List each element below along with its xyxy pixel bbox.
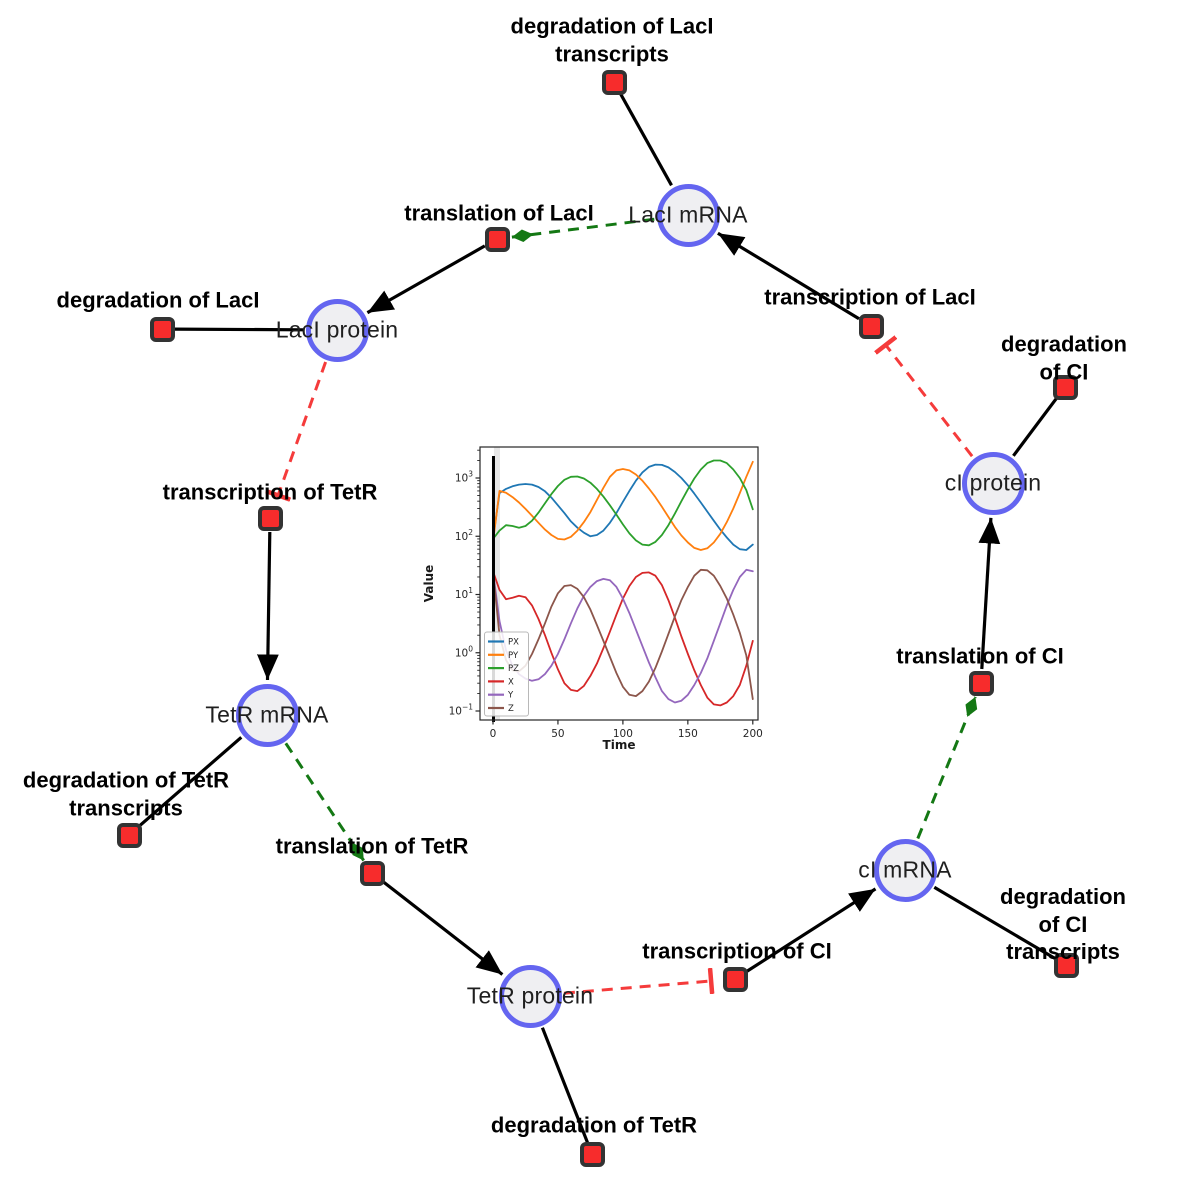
reaction-node-deg-tetr-tx[interactable] [116,822,142,848]
species-node-laci-protein[interactable] [305,298,369,362]
reaction-node-deg-laci[interactable] [149,316,175,342]
edge-consumption-laci-mrna-deg-laci-tx[interactable] [618,91,673,187]
edge-modifier-ci-mrna-tl-ci[interactable] [916,696,978,840]
reaction-node-tc-tetr[interactable] [257,505,283,531]
reaction-label-tc-laci: transcription of LacI [764,284,976,310]
edge-inhibition-ci-protein-tc-laci[interactable] [886,345,974,458]
species-label-ci-mrna: cI mRNA [858,856,952,883]
edge-production-tl-ci-ci-protein[interactable] [978,517,1001,670]
species-label-laci-mrna: LacI mRNA [628,201,748,228]
reaction-node-tl-laci[interactable] [484,226,510,252]
reaction-label-deg-laci-tx: degradation of LacI transcripts [510,13,714,67]
species-node-tetr-mrna[interactable] [235,683,299,747]
species-node-laci-mrna[interactable] [656,183,720,247]
edge-modifier-laci-mrna-tl-laci[interactable] [511,217,655,243]
reaction-label-deg-tetr-tx: degradation of TetR transcripts [22,767,230,821]
reaction-label-deg-ci: degradation of CI [1001,331,1127,385]
reaction-label-tl-tetr: translation of TetR [275,833,469,859]
reaction-node-deg-laci-tx[interactable] [601,69,627,95]
species-label-laci-protein: LacI protein [275,316,399,343]
edge-consumption-ci-protein-deg-ci[interactable] [1012,395,1060,457]
species-node-ci-mrna[interactable] [873,838,937,902]
reaction-label-tc-tetr: transcription of TetR [162,479,378,505]
reaction-node-deg-tetr[interactable] [579,1141,605,1167]
species-label-tetr-protein: TetR protein [466,982,594,1009]
edge-production-tc-ci-ci-mrna[interactable] [745,887,877,973]
reaction-node-tl-ci[interactable] [968,670,994,696]
reaction-label-tl-ci: translation of CI [896,643,1064,669]
edge-modifier-tetr-mrna-tl-tetr[interactable] [284,742,365,862]
reaction-node-tl-tetr[interactable] [359,860,385,886]
edge-production-tl-tetr-tetr-protein[interactable] [382,880,504,976]
species-label-ci-protein: cI protein [944,469,1042,496]
edge-production-tl-laci-laci-protein[interactable] [366,244,486,315]
edge-inhibition-tetr-protein-tc-ci[interactable] [563,981,711,995]
reaction-label-deg-ci-tx: degradation of CI transcripts [1000,883,1126,964]
edge-consumption-tetr-protein-deg-tetr[interactable] [540,1027,590,1144]
edge-production-tc-tetr-tetr-mrna[interactable] [257,531,279,681]
reaction-label-tc-ci: transcription of CI [642,938,832,964]
edge-production-tc-laci-laci-mrna[interactable] [717,231,860,321]
reaction-label-tl-laci: translation of LacI [404,200,594,226]
reaction-node-deg-ci-tx[interactable] [1053,952,1079,978]
reaction-label-deg-tetr: degradation of TetR [490,1112,698,1138]
reaction-label-deg-laci: degradation of LacI [56,287,260,313]
species-node-ci-protein[interactable] [961,451,1025,515]
edge-consumption-tetr-mrna-deg-tetr-tx[interactable] [137,736,243,829]
edge-inhibition-laci-protein-tc-tetr[interactable] [278,361,328,495]
reaction-node-tc-laci[interactable] [858,313,884,339]
reaction-node-deg-ci[interactable] [1052,374,1078,400]
edge-consumption-ci-mrna-deg-ci-tx[interactable] [933,885,1057,961]
species-node-tetr-protein[interactable] [498,964,562,1028]
species-label-tetr-mrna: TetR mRNA [205,701,329,728]
reaction-node-tc-ci[interactable] [722,966,748,992]
edge-consumption-laci-protein-deg-laci[interactable] [173,327,304,332]
